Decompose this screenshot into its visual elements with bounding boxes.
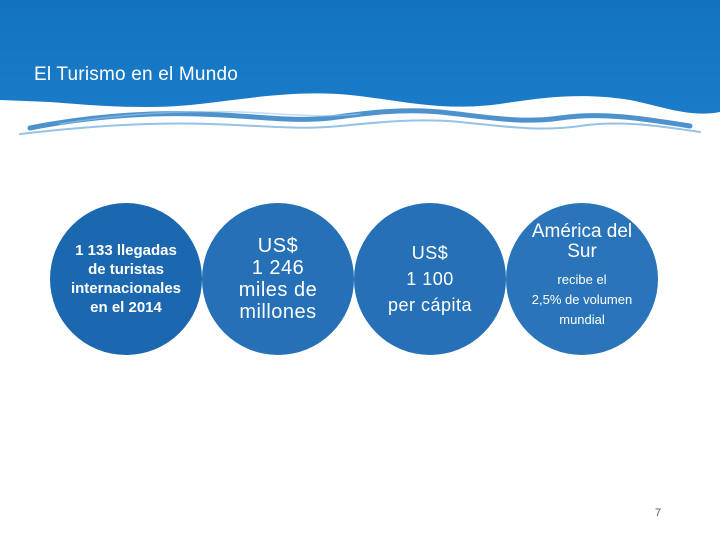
stat-circle-per-capita: US$ 1 100 per cápita (354, 203, 506, 355)
heading-line: América del (531, 221, 633, 242)
arrivals-text: 1 133 llegadas de turistas internacional… (51, 241, 201, 317)
south-america-detail: recibe el 2,5% de volumen mundial (512, 270, 652, 330)
slide-title: El Turismo en el Mundo (34, 64, 238, 85)
per-capita-text: US$ 1 100 per cápita (388, 240, 472, 318)
south-america-heading: América del Sur (532, 222, 632, 262)
revenue-line: US$ (257, 235, 299, 257)
per-capita-line: 1 100 (406, 269, 454, 289)
stat-circle-revenue: US$ 1 246 miles de millones (202, 203, 354, 355)
revenue-line: 1 246 (251, 257, 305, 279)
stat-circle-arrivals: 1 133 llegadas de turistas internacional… (50, 203, 202, 355)
per-capita-line: US$ (411, 243, 449, 263)
header-wave-graphic (0, 0, 720, 135)
stat-circle-south-america: América del Sur recibe el 2,5% de volume… (506, 203, 658, 355)
heading-line: Sur (567, 241, 597, 262)
detail-line: recibe el (557, 272, 607, 287)
revenue-line: millones (239, 301, 317, 323)
page-number: 7 (655, 507, 662, 519)
arrivals-line: 1 133 llegadas (75, 242, 177, 259)
arrivals-line: internacionales (70, 280, 182, 297)
arrivals-line: en el 2014 (90, 299, 162, 316)
arrivals-line: de turistas (88, 261, 164, 278)
detail-line: mundial (559, 312, 605, 327)
per-capita-line: per cápita (387, 295, 473, 315)
header-banner: El Turismo en el Mundo (0, 0, 720, 150)
revenue-line: miles de (238, 279, 318, 301)
detail-line: 2,5% de volumen (531, 292, 633, 307)
revenue-text: US$ 1 246 miles de millones (239, 235, 317, 323)
